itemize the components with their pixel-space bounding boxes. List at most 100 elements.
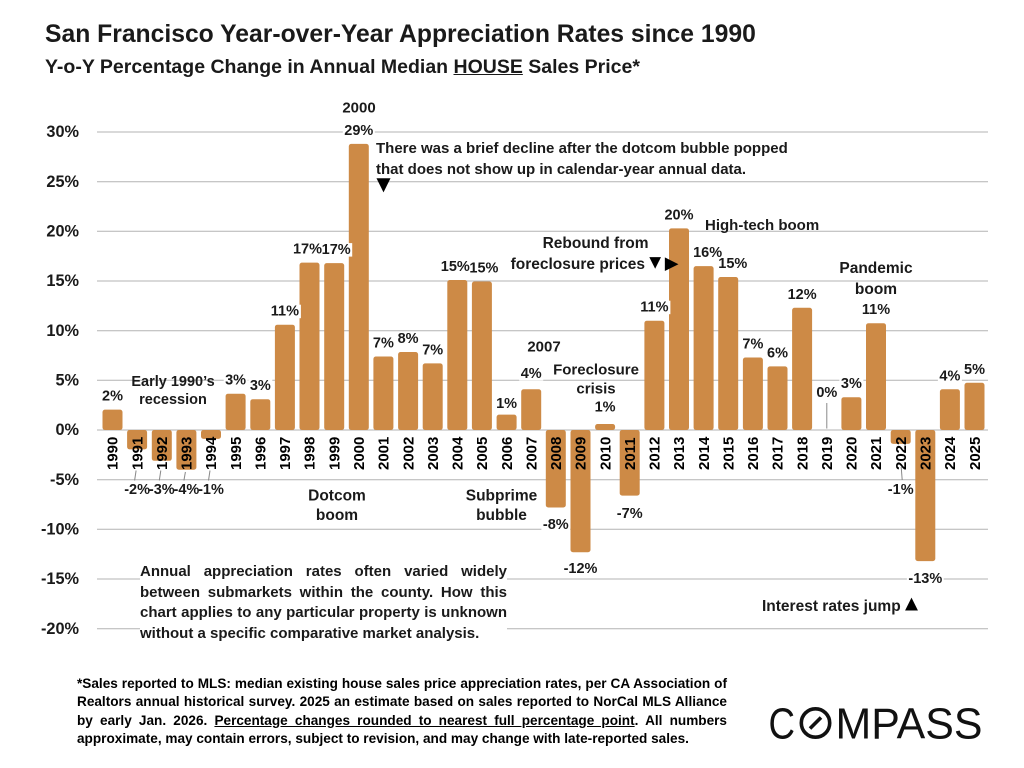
svg-text:▼: ▼ [372, 171, 396, 198]
svg-text:8%: 8% [398, 331, 419, 347]
svg-text:3%: 3% [841, 376, 862, 392]
svg-text:2018: 2018 [794, 437, 811, 470]
svg-text:0%: 0% [55, 421, 79, 439]
svg-text:2017: 2017 [770, 437, 787, 470]
svg-text:2007: 2007 [527, 339, 560, 356]
svg-text:17%: 17% [322, 242, 351, 258]
svg-text:2004: 2004 [450, 436, 467, 470]
svg-text:boom: boom [855, 281, 897, 298]
svg-text:2008: 2008 [548, 437, 565, 470]
svg-text:2012: 2012 [647, 437, 664, 470]
svg-text:2020: 2020 [844, 437, 861, 470]
svg-text:15%: 15% [441, 259, 470, 275]
svg-text:crisis: crisis [576, 381, 615, 398]
svg-text:-3%: -3% [149, 482, 175, 498]
svg-text:30%: 30% [46, 123, 79, 141]
svg-text:-4%: -4% [174, 482, 200, 498]
svg-text:2002: 2002 [400, 437, 417, 470]
svg-text:2000: 2000 [342, 100, 375, 117]
svg-text:5%: 5% [964, 362, 985, 378]
svg-text:▼: ▼ [645, 252, 665, 274]
svg-text:1991: 1991 [129, 437, 146, 470]
svg-text:-10%: -10% [41, 521, 80, 539]
svg-text:3%: 3% [225, 373, 246, 389]
svg-text:2001: 2001 [376, 437, 393, 470]
svg-text:2019: 2019 [819, 437, 836, 470]
svg-text:7%: 7% [373, 336, 394, 352]
svg-text:15%: 15% [46, 272, 79, 290]
svg-text:7%: 7% [742, 337, 763, 353]
svg-text:2016: 2016 [745, 437, 762, 470]
svg-text:2022: 2022 [893, 437, 910, 470]
svg-text:-2%: -2% [124, 482, 150, 498]
svg-text:1%: 1% [595, 400, 616, 416]
svg-text:1996: 1996 [253, 437, 270, 470]
svg-text:0%: 0% [816, 385, 837, 401]
svg-text:2006: 2006 [499, 437, 516, 470]
svg-text:Dotcom: Dotcom [308, 488, 366, 505]
svg-text:2007: 2007 [523, 437, 540, 470]
svg-text:boom: boom [316, 507, 358, 524]
svg-text:There was a brief decline afte: There was a brief decline after the dotc… [376, 140, 788, 157]
svg-text:C: C [769, 700, 796, 749]
svg-text:Interest rates jump: Interest rates jump [762, 598, 901, 615]
svg-text:that does not show up in calen: that does not show up in calendar-year a… [376, 161, 746, 178]
svg-text:Rebound from: Rebound from [543, 235, 649, 252]
svg-text:11%: 11% [862, 302, 890, 318]
svg-text:foreclosure prices: foreclosure prices [511, 256, 645, 273]
svg-text:Early 1990’s: Early 1990’s [131, 374, 214, 390]
svg-text:-13%: -13% [908, 571, 942, 587]
svg-text:recession: recession [139, 392, 207, 408]
svg-text:2003: 2003 [425, 437, 442, 470]
svg-text:20%: 20% [46, 223, 79, 241]
svg-text:7%: 7% [422, 342, 443, 358]
svg-text:-15%: -15% [41, 570, 80, 588]
svg-text:20%: 20% [664, 207, 693, 223]
svg-text:3%: 3% [250, 378, 271, 394]
svg-text:-20%: -20% [41, 620, 80, 638]
svg-text:1998: 1998 [302, 437, 319, 470]
svg-text:-5%: -5% [50, 471, 79, 489]
svg-text:17%: 17% [293, 242, 322, 258]
svg-text:Pandemic: Pandemic [839, 260, 913, 277]
svg-text:4%: 4% [939, 368, 960, 384]
svg-text:2011: 2011 [622, 437, 639, 470]
svg-text:6%: 6% [767, 345, 788, 361]
svg-text:2024: 2024 [942, 436, 959, 470]
svg-text:2010: 2010 [597, 437, 614, 470]
svg-text:2015: 2015 [721, 437, 738, 470]
svg-text:1994: 1994 [203, 436, 220, 470]
svg-text:-7%: -7% [617, 506, 643, 522]
svg-text:12%: 12% [788, 287, 817, 303]
svg-text:15%: 15% [469, 261, 498, 277]
svg-text:1992: 1992 [154, 437, 171, 470]
svg-text:Subprime: Subprime [466, 488, 538, 505]
svg-text:1990: 1990 [105, 437, 122, 470]
svg-text:bubble: bubble [476, 507, 527, 524]
svg-text:29%: 29% [344, 123, 373, 139]
svg-text:▲: ▲ [901, 591, 923, 616]
svg-text:2000: 2000 [351, 437, 368, 470]
svg-text:2025: 2025 [967, 437, 984, 470]
svg-text:1999: 1999 [326, 437, 343, 470]
svg-text:2021: 2021 [868, 437, 885, 470]
svg-text:-1%: -1% [198, 482, 224, 498]
svg-text:2023: 2023 [918, 437, 935, 470]
svg-text:1997: 1997 [277, 437, 294, 470]
svg-text:-12%: -12% [564, 561, 598, 577]
svg-text:25%: 25% [46, 173, 79, 191]
svg-text:▶: ▶ [664, 255, 679, 273]
svg-text:11%: 11% [640, 300, 668, 316]
svg-text:1%: 1% [496, 396, 517, 412]
svg-text:10%: 10% [46, 322, 79, 340]
svg-text:-8%: -8% [543, 517, 569, 533]
svg-text:2014: 2014 [696, 436, 713, 470]
svg-text:1993: 1993 [179, 437, 196, 470]
svg-text:2005: 2005 [474, 437, 491, 470]
svg-text:2009: 2009 [573, 437, 590, 470]
svg-text:MPASS: MPASS [836, 700, 983, 749]
svg-text:16%: 16% [693, 245, 722, 261]
svg-text:Foreclosure: Foreclosure [553, 362, 639, 379]
svg-text:11%: 11% [271, 304, 299, 320]
svg-text:High-tech boom: High-tech boom [705, 217, 819, 234]
